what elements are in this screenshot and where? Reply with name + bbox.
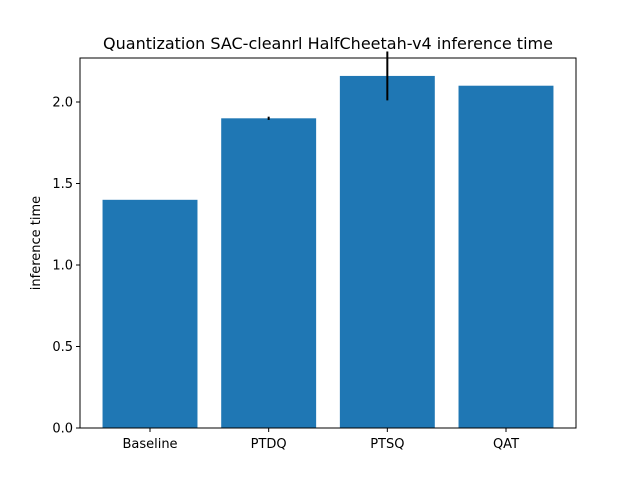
y-tick-label: 0.5: [52, 340, 73, 355]
chart-title: Quantization SAC-cleanrl HalfCheetah-v4 …: [103, 34, 553, 53]
bars-layer: [102, 75, 554, 429]
y-tick-label: 1.0: [52, 259, 73, 274]
x-tick-label: PTSQ: [370, 437, 404, 452]
y-axis-ticks: 0.0 0.5 1.0 1.5 2.0: [52, 96, 80, 437]
error-bars-layer: [267, 51, 389, 120]
bar-ptdq: [221, 118, 317, 428]
plot-area-frame: [79, 57, 577, 429]
x-tick-label: Baseline: [122, 437, 177, 452]
y-tick-label: 0.0: [52, 422, 73, 437]
x-tick-label: QAT: [493, 437, 519, 452]
y-axis-label: inference time: [29, 196, 44, 290]
bar-ptsq: [339, 75, 435, 429]
x-tick-label: PTDQ: [251, 437, 287, 452]
y-tick-label: 1.5: [52, 177, 73, 192]
x-axis-ticks: Baseline PTDQ PTSQ QAT: [122, 428, 519, 452]
bar-baseline: [102, 199, 198, 428]
y-tick-label: 2.0: [52, 96, 73, 111]
bar-qat: [458, 85, 554, 428]
